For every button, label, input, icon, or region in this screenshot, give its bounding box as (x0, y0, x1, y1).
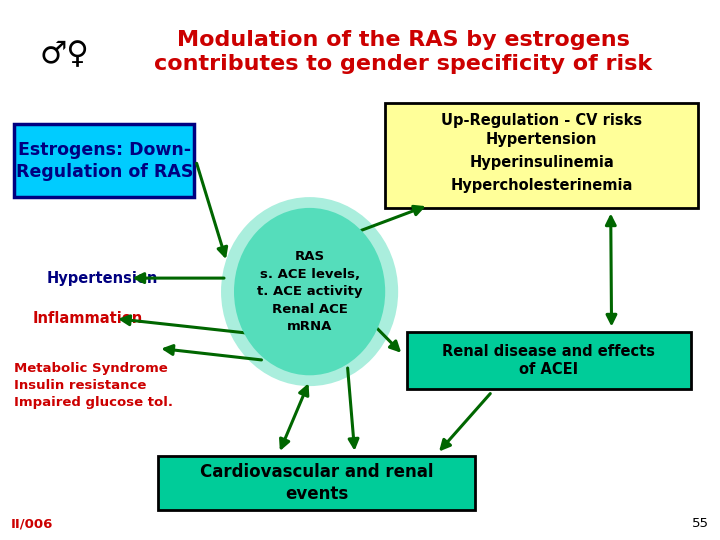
Ellipse shape (234, 208, 385, 375)
Text: Inflammation: Inflammation (32, 311, 143, 326)
Text: Up-Regulation - CV risks: Up-Regulation - CV risks (441, 113, 642, 129)
Text: 55: 55 (692, 517, 709, 530)
Ellipse shape (221, 197, 398, 386)
Text: Renal disease and effects
of ACEI: Renal disease and effects of ACEI (443, 343, 655, 377)
Text: Hypertension: Hypertension (47, 271, 158, 286)
FancyBboxPatch shape (407, 332, 691, 389)
Text: Hyperinsulinemia: Hyperinsulinemia (469, 155, 614, 170)
Text: RAS
s. ACE levels,
t. ACE activity
Renal ACE
mRNA: RAS s. ACE levels, t. ACE activity Renal… (257, 250, 362, 333)
FancyBboxPatch shape (158, 456, 475, 510)
Text: ♂♀: ♂♀ (40, 40, 90, 70)
Text: Modulation of the RAS by estrogens
contributes to gender specificity of risk: Modulation of the RAS by estrogens contr… (154, 30, 652, 73)
FancyBboxPatch shape (14, 124, 194, 197)
Text: Cardiovascular and renal
events: Cardiovascular and renal events (200, 463, 433, 503)
Text: Hypertension: Hypertension (486, 132, 598, 147)
Text: Hypercholesterinemia: Hypercholesterinemia (451, 178, 633, 193)
Text: Metabolic Syndrome
Insulin resistance
Impaired glucose tol.: Metabolic Syndrome Insulin resistance Im… (14, 362, 174, 409)
Text: II/006: II/006 (11, 517, 53, 530)
Text: Estrogens: Down-
Regulation of RAS: Estrogens: Down- Regulation of RAS (16, 140, 193, 181)
FancyBboxPatch shape (385, 103, 698, 208)
